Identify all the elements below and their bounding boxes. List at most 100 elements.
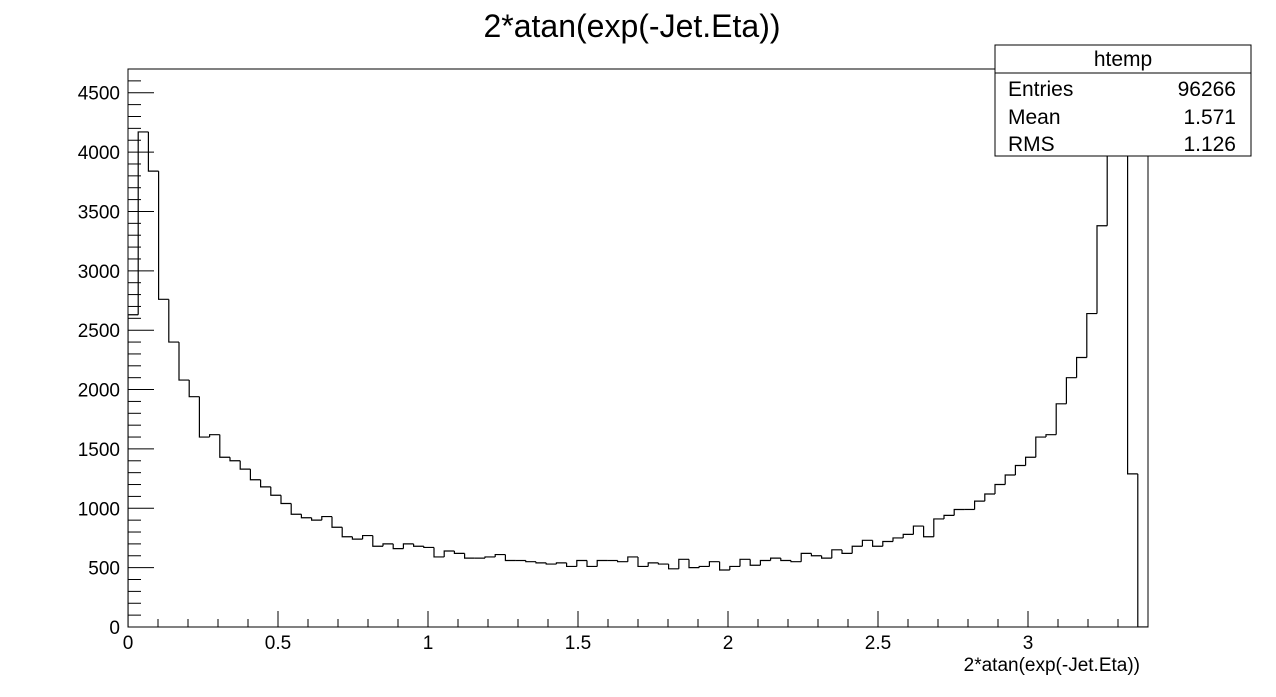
histogram-bin-29 [423,546,434,549]
histogram-bin-80 [943,514,955,519]
histogram-bin-74 [882,540,893,547]
histogram-bin-26 [392,543,404,550]
histogram-bin-30 [433,547,445,558]
histogram-bin-8 [209,434,220,438]
histogram-bars [128,69,1148,627]
histogram-bin-16 [290,503,302,515]
histogram-bin-4 [168,299,179,343]
histogram-bin-88 [1025,456,1036,466]
histogram-bin-53 [668,564,679,570]
histogram-bin-75 [892,537,904,542]
y-tick-label: 4500 [78,84,120,105]
histogram-bin-37 [504,554,516,562]
histogram-bin-66 [800,552,812,562]
stats-box-frame [994,44,1252,157]
histogram-bin-71 [851,545,863,554]
x-tick-label: 2.5 [865,633,891,654]
x-tick-label: 0.5 [265,633,291,654]
histogram-bin-10 [229,457,241,462]
histogram-bin-57 [708,561,720,567]
histogram-bin-44 [576,559,587,567]
histogram-bin-1 [137,131,149,315]
histogram-bin-89 [1035,436,1046,458]
histogram-bin-86 [1004,474,1016,485]
histogram-bin-73 [872,540,883,547]
histogram-bin-76 [902,533,914,538]
histogram-bin-50 [637,556,649,568]
stats-entries-label: Entries [1008,78,1073,101]
histogram-bin-95 [1096,225,1108,314]
histogram-bin-2 [147,131,159,172]
histogram-bin-85 [994,483,1006,495]
histogram-bin-42 [555,562,567,565]
x-tick-label: 0 [123,633,134,654]
stats-mean-value: 1.571 [1183,106,1236,129]
histogram-bin-51 [647,562,659,567]
histogram-bin-14 [270,486,281,496]
y-tick-label: 2000 [78,381,120,402]
histogram-bin-17 [300,514,312,519]
histogram-bin-11 [239,460,251,470]
stats-entries-value: 96266 [1178,78,1236,101]
histogram-bin-55 [688,559,700,569]
histogram-bin-36 [494,553,506,557]
y-tick-label: 0 [109,618,120,639]
histogram-bin-56 [698,565,710,568]
y-tick-label: 1500 [78,440,120,461]
histogram-bin-96 [1106,69,1118,226]
histogram-bin-19 [321,515,332,521]
histogram-bin-54 [678,558,689,569]
y-tick-label: 2500 [78,321,120,342]
y-tick-label: 500 [88,559,120,580]
histogram-bin-70 [841,549,853,554]
histogram-bin-49 [627,556,638,562]
histogram-bin-64 [780,558,791,562]
histogram-bin-24 [372,535,383,547]
histogram-bin-25 [382,543,394,547]
histogram-bin-35 [484,556,496,559]
histogram-bin-20 [331,516,343,528]
x-tick-label: 3 [1023,633,1034,654]
stats-box-title: htemp [1094,48,1152,71]
histogram-bin-40 [535,561,547,564]
histogram-bin-13 [260,479,271,488]
histogram-bin-68 [821,555,832,559]
histogram-bin-5 [178,342,190,381]
histogram-bin-23 [362,534,373,540]
histogram-bin-79 [933,518,944,537]
x-tick-label: 1 [423,633,434,654]
histogram-bin-15 [280,495,292,505]
stats-mean-label: Mean [1008,106,1061,129]
histogram-bin-9 [219,434,230,458]
y-axis: 0 500 1000 1500 2000 2500 3000 3500 4000 4500 [78,68,154,639]
histogram-bin-18 [311,517,322,521]
histogram-bin-93 [1076,356,1087,378]
histogram-bin-81 [953,508,965,516]
x-tick-label: 2 [723,633,734,654]
histogram-bin-65 [790,560,802,563]
histogram-bin-43 [566,562,577,568]
histogram-bin-67 [810,553,822,557]
histogram-bin-98 [1127,69,1138,475]
histogram-bin-45 [586,560,598,568]
histogram-bin-21 [341,527,353,538]
histogram-bin-33 [464,553,475,559]
x-axis-title: 2*atan(exp(-Jet.Eta)) [964,655,1140,676]
histogram-bin-39 [525,560,536,563]
histogram-bin-94 [1086,312,1097,358]
histogram-bin-46 [596,559,608,567]
stats-rms-value: 1.126 [1183,133,1236,156]
histogram-bin-91 [1055,403,1067,435]
histogram-bin-0 [128,314,139,627]
histogram-bin-58 [719,561,730,571]
histogram-bin-63 [770,557,781,561]
stats-rms-label: RMS [1008,133,1055,156]
x-tick-label: 1.5 [565,633,591,654]
histogram-bin-69 [831,549,842,559]
histogram-bin-62 [759,559,771,566]
histogram-bin-83 [974,500,985,510]
histogram-bin-6 [188,380,200,398]
y-tick-label: 1000 [78,499,120,520]
stats-box: htemp Entries 96266 Mean 1.571 RMS 1.126 [994,44,1252,157]
